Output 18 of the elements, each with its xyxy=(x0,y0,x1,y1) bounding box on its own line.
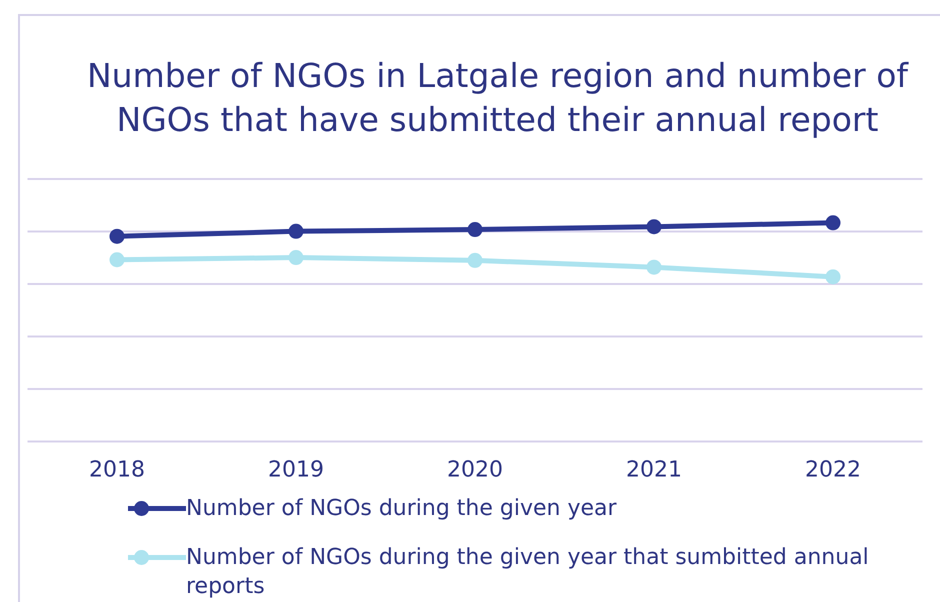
x-tick-label: 2019 xyxy=(268,458,324,483)
point xyxy=(468,222,482,238)
point xyxy=(826,215,840,230)
x-tick-label: 2021 xyxy=(626,458,682,483)
legend-label: Number of NGOs during the given year xyxy=(186,495,617,523)
point xyxy=(110,252,124,268)
chart-title: Number of NGOs in Latgale region and number of NGOs that have submitted their annual report xyxy=(86,55,910,141)
x-tick-label: 2020 xyxy=(447,458,503,483)
point xyxy=(646,260,662,275)
legend-label: Number of NGOs during the given year that sumbitted annual reports xyxy=(186,544,870,601)
point xyxy=(468,252,482,268)
x-tick-label: 2022 xyxy=(805,458,861,483)
point xyxy=(110,228,124,244)
point xyxy=(646,219,662,234)
point xyxy=(288,224,304,239)
point xyxy=(826,269,840,284)
point xyxy=(288,250,304,266)
x-tick-label: 2018 xyxy=(89,458,145,483)
